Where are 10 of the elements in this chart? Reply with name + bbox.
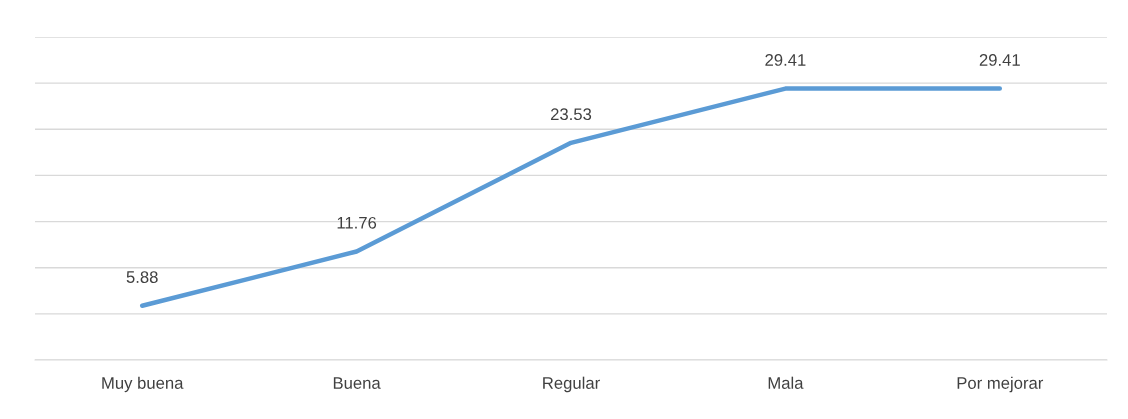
x-tick-label: Por mejorar (957, 376, 1044, 393)
data-label: 23.53 (550, 108, 592, 121)
data-label: 5.88 (126, 271, 158, 283)
x-tick-label: Muy buena (102, 376, 184, 393)
data-label: 11.76 (337, 216, 377, 229)
x-tick-label: Mala (768, 376, 804, 389)
data-label: 29.41 (979, 54, 1020, 66)
x-tick-label: Buena (333, 377, 381, 389)
data-label: 29.41 (765, 54, 806, 66)
x-tick-label: Regular (543, 376, 600, 393)
